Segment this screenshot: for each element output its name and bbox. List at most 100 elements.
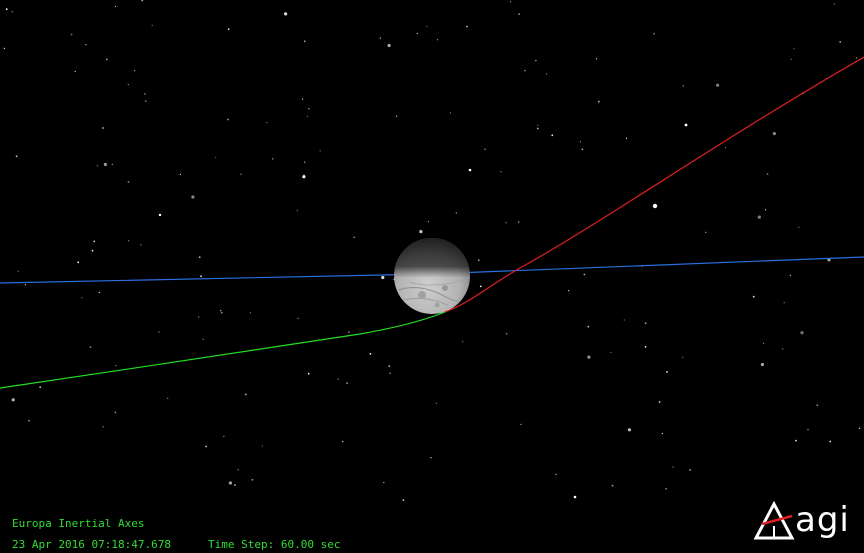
star xyxy=(379,37,381,39)
star xyxy=(198,316,200,318)
star xyxy=(661,432,664,435)
star xyxy=(128,240,130,242)
star xyxy=(436,39,439,41)
star xyxy=(800,331,804,335)
star xyxy=(789,274,792,276)
star xyxy=(752,295,755,298)
star xyxy=(782,348,784,350)
star xyxy=(555,473,557,475)
star xyxy=(240,173,242,175)
star xyxy=(304,161,306,163)
star xyxy=(98,291,100,294)
star xyxy=(858,427,861,429)
star xyxy=(793,48,795,50)
star xyxy=(546,73,548,75)
star xyxy=(144,100,147,102)
star xyxy=(303,40,306,43)
star xyxy=(167,397,169,399)
star xyxy=(816,404,819,407)
star xyxy=(795,439,797,442)
star xyxy=(596,58,598,60)
star xyxy=(518,13,520,16)
star xyxy=(353,236,355,238)
star xyxy=(127,181,130,183)
star xyxy=(302,98,304,100)
star xyxy=(198,256,201,259)
star xyxy=(505,332,508,335)
star xyxy=(272,158,274,160)
star xyxy=(855,57,858,59)
star xyxy=(579,141,582,143)
agi-logo-text: agi xyxy=(795,500,850,540)
star xyxy=(337,378,339,380)
star xyxy=(144,93,146,95)
bright-star xyxy=(684,123,688,127)
star xyxy=(151,24,153,26)
star xyxy=(757,215,761,219)
star xyxy=(479,285,482,288)
star xyxy=(91,249,94,252)
star xyxy=(518,221,520,223)
star xyxy=(103,162,107,167)
star xyxy=(387,43,391,48)
star xyxy=(96,165,98,167)
star xyxy=(102,426,104,428)
star xyxy=(308,108,310,110)
star xyxy=(81,297,83,299)
star xyxy=(296,210,298,212)
star xyxy=(388,365,391,367)
star xyxy=(346,382,348,385)
star xyxy=(427,221,429,223)
star xyxy=(348,331,350,333)
star xyxy=(623,319,625,321)
star xyxy=(127,83,129,86)
star xyxy=(484,148,486,150)
epoch-time-label: 23 Apr 2016 07:18:47.678 xyxy=(12,538,171,551)
star xyxy=(24,284,26,286)
star xyxy=(179,173,181,175)
star xyxy=(102,127,104,129)
star xyxy=(191,195,195,199)
star xyxy=(829,440,832,443)
star xyxy=(419,230,423,234)
star xyxy=(682,356,684,358)
star xyxy=(70,33,73,36)
star xyxy=(500,171,502,173)
star xyxy=(284,12,288,16)
star xyxy=(5,8,8,11)
star xyxy=(11,398,15,402)
star xyxy=(111,163,113,165)
star xyxy=(140,244,142,246)
star xyxy=(114,5,117,7)
star xyxy=(89,346,92,348)
star xyxy=(462,341,464,343)
star xyxy=(227,28,230,31)
europa-body[interactable] xyxy=(392,236,472,316)
star xyxy=(833,3,835,5)
star xyxy=(449,112,452,114)
star xyxy=(28,419,30,422)
bright-star xyxy=(652,203,658,209)
star xyxy=(402,499,405,502)
star xyxy=(261,445,263,447)
star xyxy=(234,484,236,486)
star xyxy=(227,118,230,121)
star xyxy=(220,311,223,314)
star xyxy=(74,70,76,73)
star xyxy=(11,11,13,13)
star xyxy=(568,290,570,292)
star xyxy=(477,259,480,262)
star xyxy=(766,173,769,175)
star xyxy=(319,150,321,152)
time-step-label: Time Step: 60.00 sec xyxy=(208,538,341,551)
star xyxy=(115,365,117,367)
star xyxy=(369,353,372,355)
star xyxy=(611,484,614,487)
star xyxy=(389,372,391,374)
star xyxy=(520,423,522,425)
star xyxy=(705,231,707,233)
star xyxy=(244,393,247,396)
star xyxy=(537,124,539,126)
star xyxy=(426,25,428,27)
